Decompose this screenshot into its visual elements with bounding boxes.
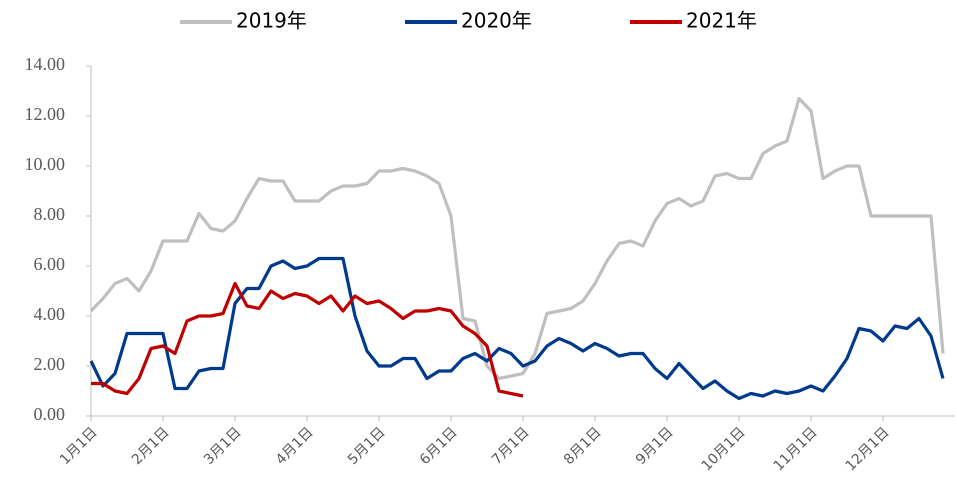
series-line (89, 96, 945, 381)
x-tick-label: 3月1日 (201, 424, 245, 468)
legend-label: 2021年 (686, 9, 757, 33)
legend-label: 2020年 (461, 9, 532, 33)
x-tick-label: 10月1日 (699, 424, 749, 474)
y-tick-label: 4.00 (34, 304, 66, 324)
y-tick-label: 2.00 (34, 354, 66, 374)
x-tick-label: 1月1日 (57, 424, 101, 468)
y-tick-label: 12.00 (25, 104, 66, 124)
legend-label: 2019年 (236, 9, 307, 33)
y-tick-label: 8.00 (34, 204, 66, 224)
x-tick-label: 2月1日 (129, 424, 173, 468)
y-tick-label: 14.00 (25, 54, 66, 74)
x-tick-label: 12月1日 (843, 424, 893, 474)
x-tick-label: 6月1日 (417, 424, 461, 468)
y-tick-label: 6.00 (34, 254, 66, 274)
series-line (91, 281, 524, 398)
x-tick-label: 7月1日 (489, 424, 533, 468)
x-tick-label: 8月1日 (561, 424, 605, 468)
x-tick-label: 11月1日 (771, 424, 821, 474)
series-line (89, 256, 945, 401)
x-tick-label: 9月1日 (633, 424, 677, 468)
y-tick-label: 10.00 (25, 154, 66, 174)
x-tick-label: 5月1日 (345, 424, 389, 468)
x-tick-label: 4月1日 (273, 424, 317, 468)
y-tick-label: 0.00 (34, 404, 66, 424)
